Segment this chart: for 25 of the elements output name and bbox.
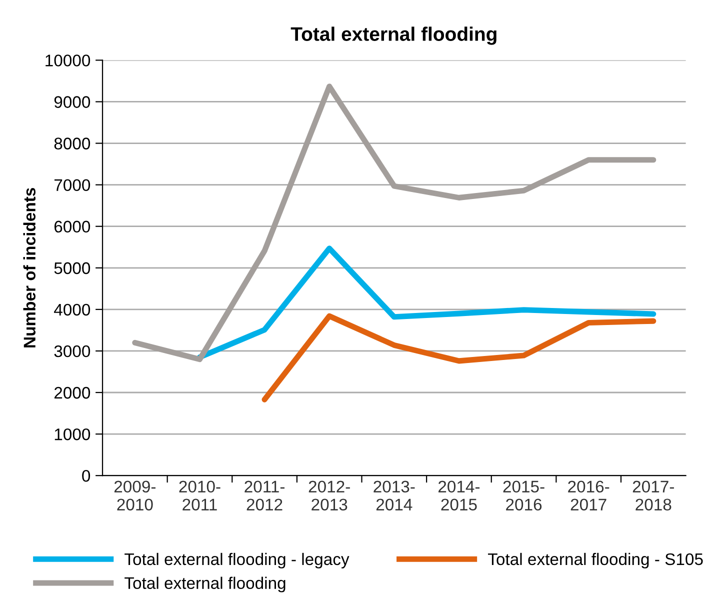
y-tick-label: 10000 [46,54,90,66]
legend-label: Total external flooding - legacy [124,552,350,568]
x-tick-label: 2016- 2017 [568,480,610,510]
x-tick-label: 2014- 2015 [438,480,480,510]
y-tick-label: 8000 [54,138,90,150]
x-tick-label: 2009- 2010 [114,480,156,510]
x-tick-label: 2011- 2012 [244,480,284,510]
y-tick-label: 0 [82,470,90,482]
y-tick-label: 2000 [54,386,90,399]
x-tick-label: 2015- 2016 [503,480,544,510]
y-tick-label: 4000 [54,304,90,316]
x-tick-label: 2013- 2014 [374,480,415,510]
y-tick-label: 6000 [54,220,90,233]
x-tick-label: 2012- 2013 [308,480,350,510]
y-tick-label: 1000 [54,428,90,440]
y-tick-label: 9000 [54,96,90,108]
legend-label: Total external flooding - S105 [488,552,703,568]
y-tick-label: 3000 [54,345,90,358]
x-tick-label: 2017- 2018 [632,480,674,510]
y-tick-label: 5000 [54,262,90,274]
y-axis-title: Number of incidents [23,188,36,348]
y-tick-label: 7000 [54,179,90,192]
x-tick-label: 2010- 2011 [179,480,220,510]
legend-label: Total external flooding [124,576,286,592]
chart-title: Total external flooding [290,26,496,45]
